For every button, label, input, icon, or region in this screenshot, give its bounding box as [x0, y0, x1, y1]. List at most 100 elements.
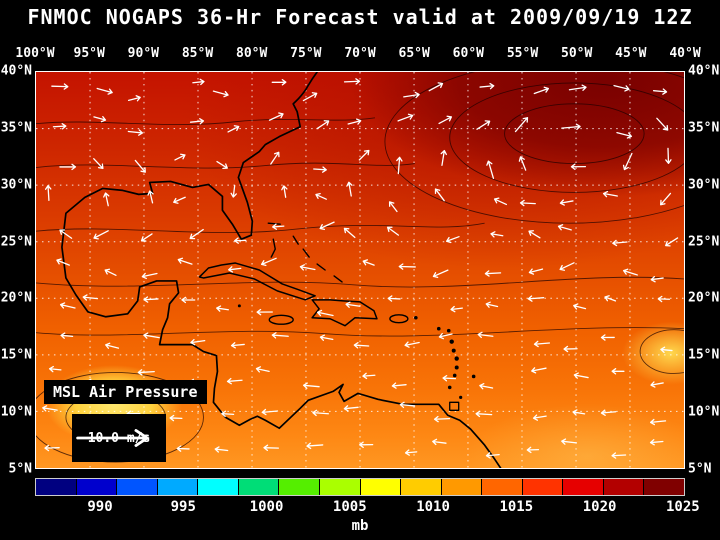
- wind-arrow-icon: [140, 233, 153, 242]
- wind-arrow-icon: [604, 295, 617, 302]
- lon-label: 100°W: [15, 46, 55, 61]
- wind-arrow-icon: [388, 201, 398, 213]
- wind-arrow-icon: [403, 91, 420, 99]
- wind-arrow-icon: [103, 192, 110, 207]
- wind-arrow-icon: [59, 163, 77, 171]
- wind-arrow-icon: [271, 78, 287, 86]
- wind-arrow-icon: [306, 442, 324, 450]
- lon-label: 55°W: [506, 46, 539, 61]
- wind-arrow-icon: [479, 82, 495, 90]
- wind-arrow-icon: [313, 166, 327, 173]
- wind-scale-legend: 10.0 m/s: [72, 414, 166, 462]
- wind-arrow-icon: [143, 332, 160, 339]
- lat-label: 35°N: [0, 120, 32, 136]
- wind-arrow-icon: [316, 309, 334, 317]
- wind-arrow-icon: [302, 382, 320, 389]
- wind-arrow-icon: [450, 305, 463, 313]
- wind-arrow-icon: [190, 338, 206, 346]
- lat-label: 15°N: [688, 347, 720, 363]
- wind-arrow-icon: [59, 302, 76, 309]
- colorbar-segment: [401, 479, 442, 495]
- colorbar-segment: [319, 479, 361, 495]
- isobar-contours: [36, 72, 684, 463]
- wind-arrow-icon: [573, 372, 589, 379]
- wind-arrow-icon: [531, 367, 547, 374]
- wind-arrow-icon: [82, 294, 99, 301]
- wind-arrow-icon: [147, 190, 154, 204]
- wind-arrow-icon: [48, 365, 62, 373]
- wind-arrow-icon: [281, 185, 288, 198]
- lat-label: 30°N: [0, 177, 32, 193]
- wind-arrow-icon: [359, 441, 374, 448]
- lat-label: 20°N: [688, 290, 720, 306]
- wind-arrow-icon: [570, 163, 587, 170]
- wind-arrow-icon: [568, 84, 587, 91]
- wind-arrow-icon: [660, 192, 672, 206]
- coastline-lesser-antilles: [237, 304, 476, 399]
- wind-arrow-icon: [561, 438, 578, 445]
- wind-arrow-icon: [660, 346, 673, 354]
- wind-arrow-icon: [96, 87, 113, 95]
- wind-arrow-icon: [404, 341, 420, 348]
- colorbar-segment: [644, 479, 684, 495]
- wind-arrow-icon: [143, 296, 159, 303]
- wind-arrow-icon: [442, 374, 457, 382]
- pressure-colorbar: [35, 478, 685, 496]
- wind-arrow-icon: [189, 118, 205, 125]
- wind-arrow-icon: [611, 452, 627, 459]
- wind-arrow-icon: [316, 120, 330, 130]
- wind-arrow-icon: [532, 414, 547, 421]
- wind-arrow-icon: [302, 92, 318, 102]
- lon-label: 85°W: [181, 46, 214, 61]
- colorbar-segment: [360, 479, 402, 495]
- colorbar-segment: [117, 479, 158, 495]
- lon-label: 75°W: [290, 46, 322, 61]
- coastline-trinidad: [449, 401, 460, 411]
- wind-arrow-icon: [485, 301, 499, 308]
- wind-arrow-icon: [479, 383, 494, 390]
- wind-arrow-icon: [519, 199, 536, 207]
- wind-arrow-icon: [347, 118, 362, 125]
- wind-arrow-icon: [299, 264, 316, 271]
- wind-arrow-icon: [563, 345, 578, 353]
- wind-arrow-icon: [656, 117, 669, 131]
- wind-arrow-icon: [173, 196, 186, 204]
- wind-arrow-icon: [440, 149, 447, 166]
- wind-arrow-icon: [573, 303, 587, 310]
- wind-arrow-icon: [613, 84, 630, 92]
- wind-arrow-icon: [445, 236, 460, 244]
- colorbar-segment: [482, 479, 523, 495]
- wind-arrow-icon: [650, 275, 664, 283]
- wind-arrow-icon: [343, 405, 359, 412]
- lat-label: 40°N: [688, 63, 720, 79]
- wind-arrow-icon: [268, 112, 284, 121]
- wind-arrow-icon: [56, 258, 70, 266]
- lat-label: 35°N: [688, 120, 720, 136]
- wind-arrow-icon: [622, 268, 638, 276]
- wind-arrow-icon: [44, 184, 52, 201]
- wind-arrow-icon: [432, 269, 449, 279]
- wind-arrow-icon: [255, 366, 270, 373]
- wind-arrow-icon: [346, 181, 353, 197]
- wind-arrow-icon: [533, 86, 550, 95]
- wind-arrow-icon: [362, 372, 376, 380]
- wind-arrow-icon: [657, 295, 671, 303]
- wind-arrow-icon: [260, 257, 277, 267]
- wind-arrow-icon: [486, 160, 495, 179]
- wind-arrow-icon: [189, 228, 204, 240]
- lat-label: 25°N: [0, 234, 32, 250]
- wind-arrow-icon: [261, 408, 279, 416]
- latitude-axis-right: 40°N 35°N 30°N 25°N 20°N 15°N 10°N 5°N: [687, 64, 720, 477]
- lon-label: 65°W: [398, 46, 430, 61]
- wind-arrow-icon: [42, 405, 58, 412]
- wind-arrow-icon: [398, 263, 416, 270]
- coastline-jamaica: [268, 314, 294, 325]
- wind-arrow-icon: [434, 188, 445, 202]
- colorbar-segment: [522, 479, 564, 495]
- lon-label: 80°W: [236, 46, 268, 61]
- coastline-hispaniola: [311, 299, 378, 327]
- wind-arrow-icon: [649, 418, 667, 426]
- wind-arrow-icon: [177, 257, 193, 265]
- wind-arrow-icon: [212, 90, 229, 98]
- page-title: FNMOC NOGAPS 36-Hr Forecast valid at 200…: [27, 5, 693, 29]
